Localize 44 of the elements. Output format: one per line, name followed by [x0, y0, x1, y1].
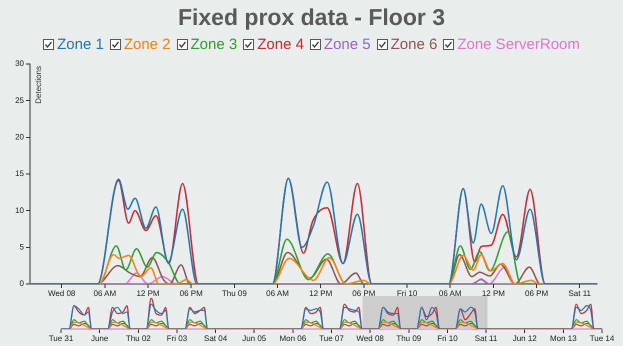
x-tick-label: Sat 11	[474, 334, 498, 344]
x-tick-label: Fri 03	[166, 334, 188, 344]
x-tick-label: Wed 08	[356, 334, 384, 344]
text: Zone 3	[190, 36, 238, 53]
text: Zone 2	[124, 36, 171, 53]
x-tick-label: Fri 10	[437, 334, 458, 344]
y-tick-label: 30	[15, 59, 25, 68]
chart-title: Fixed prox data - Floor 3	[176, 4, 446, 31]
x-tick-label: 06 AM	[438, 289, 462, 298]
x-tick-label: Sat 04	[204, 334, 228, 344]
x-tick-label: June	[90, 334, 109, 344]
x-tick-label: Jun 05	[242, 334, 267, 344]
x-tick-label: 06 AM	[266, 289, 290, 298]
x-tick-label: Sat 11	[568, 289, 592, 298]
x-tick-label: 06 PM	[180, 289, 204, 298]
text: Zone 5	[324, 36, 371, 53]
y-tick-label: 20	[15, 132, 25, 142]
text: Zone 1	[57, 36, 104, 53]
text: Zone 4	[257, 36, 304, 53]
y-tick-label: 5	[20, 242, 25, 252]
x-tick-label: Thu 09	[396, 334, 422, 344]
x-tick-label: Fri 10	[396, 289, 418, 298]
x-tick-label: 12 PM	[309, 289, 333, 298]
x-tick-label: Mon 06	[280, 334, 307, 344]
y-axis-title: Detections	[34, 66, 44, 104]
x-tick-label: Thu 02	[126, 334, 152, 344]
x-tick-label: Tue 07	[319, 334, 344, 344]
x-tick-label: Thu 09	[222, 289, 248, 298]
y-tick-label: 25	[15, 96, 25, 105]
x-tick-label: Tue 31	[48, 334, 74, 344]
x-tick-label: 06 PM	[352, 289, 376, 298]
x-tick-label: Mon 13	[550, 334, 578, 344]
x-tick-label: Tue 14	[590, 334, 615, 344]
x-tick-label: Jun 12	[512, 334, 538, 344]
text: Zone 6	[390, 36, 438, 53]
x-tick-label: 06 AM	[93, 289, 117, 298]
y-tick-label: 15	[15, 169, 25, 178]
x-tick-label: 06 PM	[524, 289, 548, 298]
x-tick-label: 12 PM	[136, 289, 160, 298]
x-tick-label: Wed 08	[48, 289, 76, 298]
y-tick-label: 0	[20, 279, 25, 288]
x-tick-label: 12 PM	[482, 289, 506, 298]
text: Zone ServerRoom	[457, 36, 580, 53]
y-tick-label: 10	[15, 206, 25, 215]
